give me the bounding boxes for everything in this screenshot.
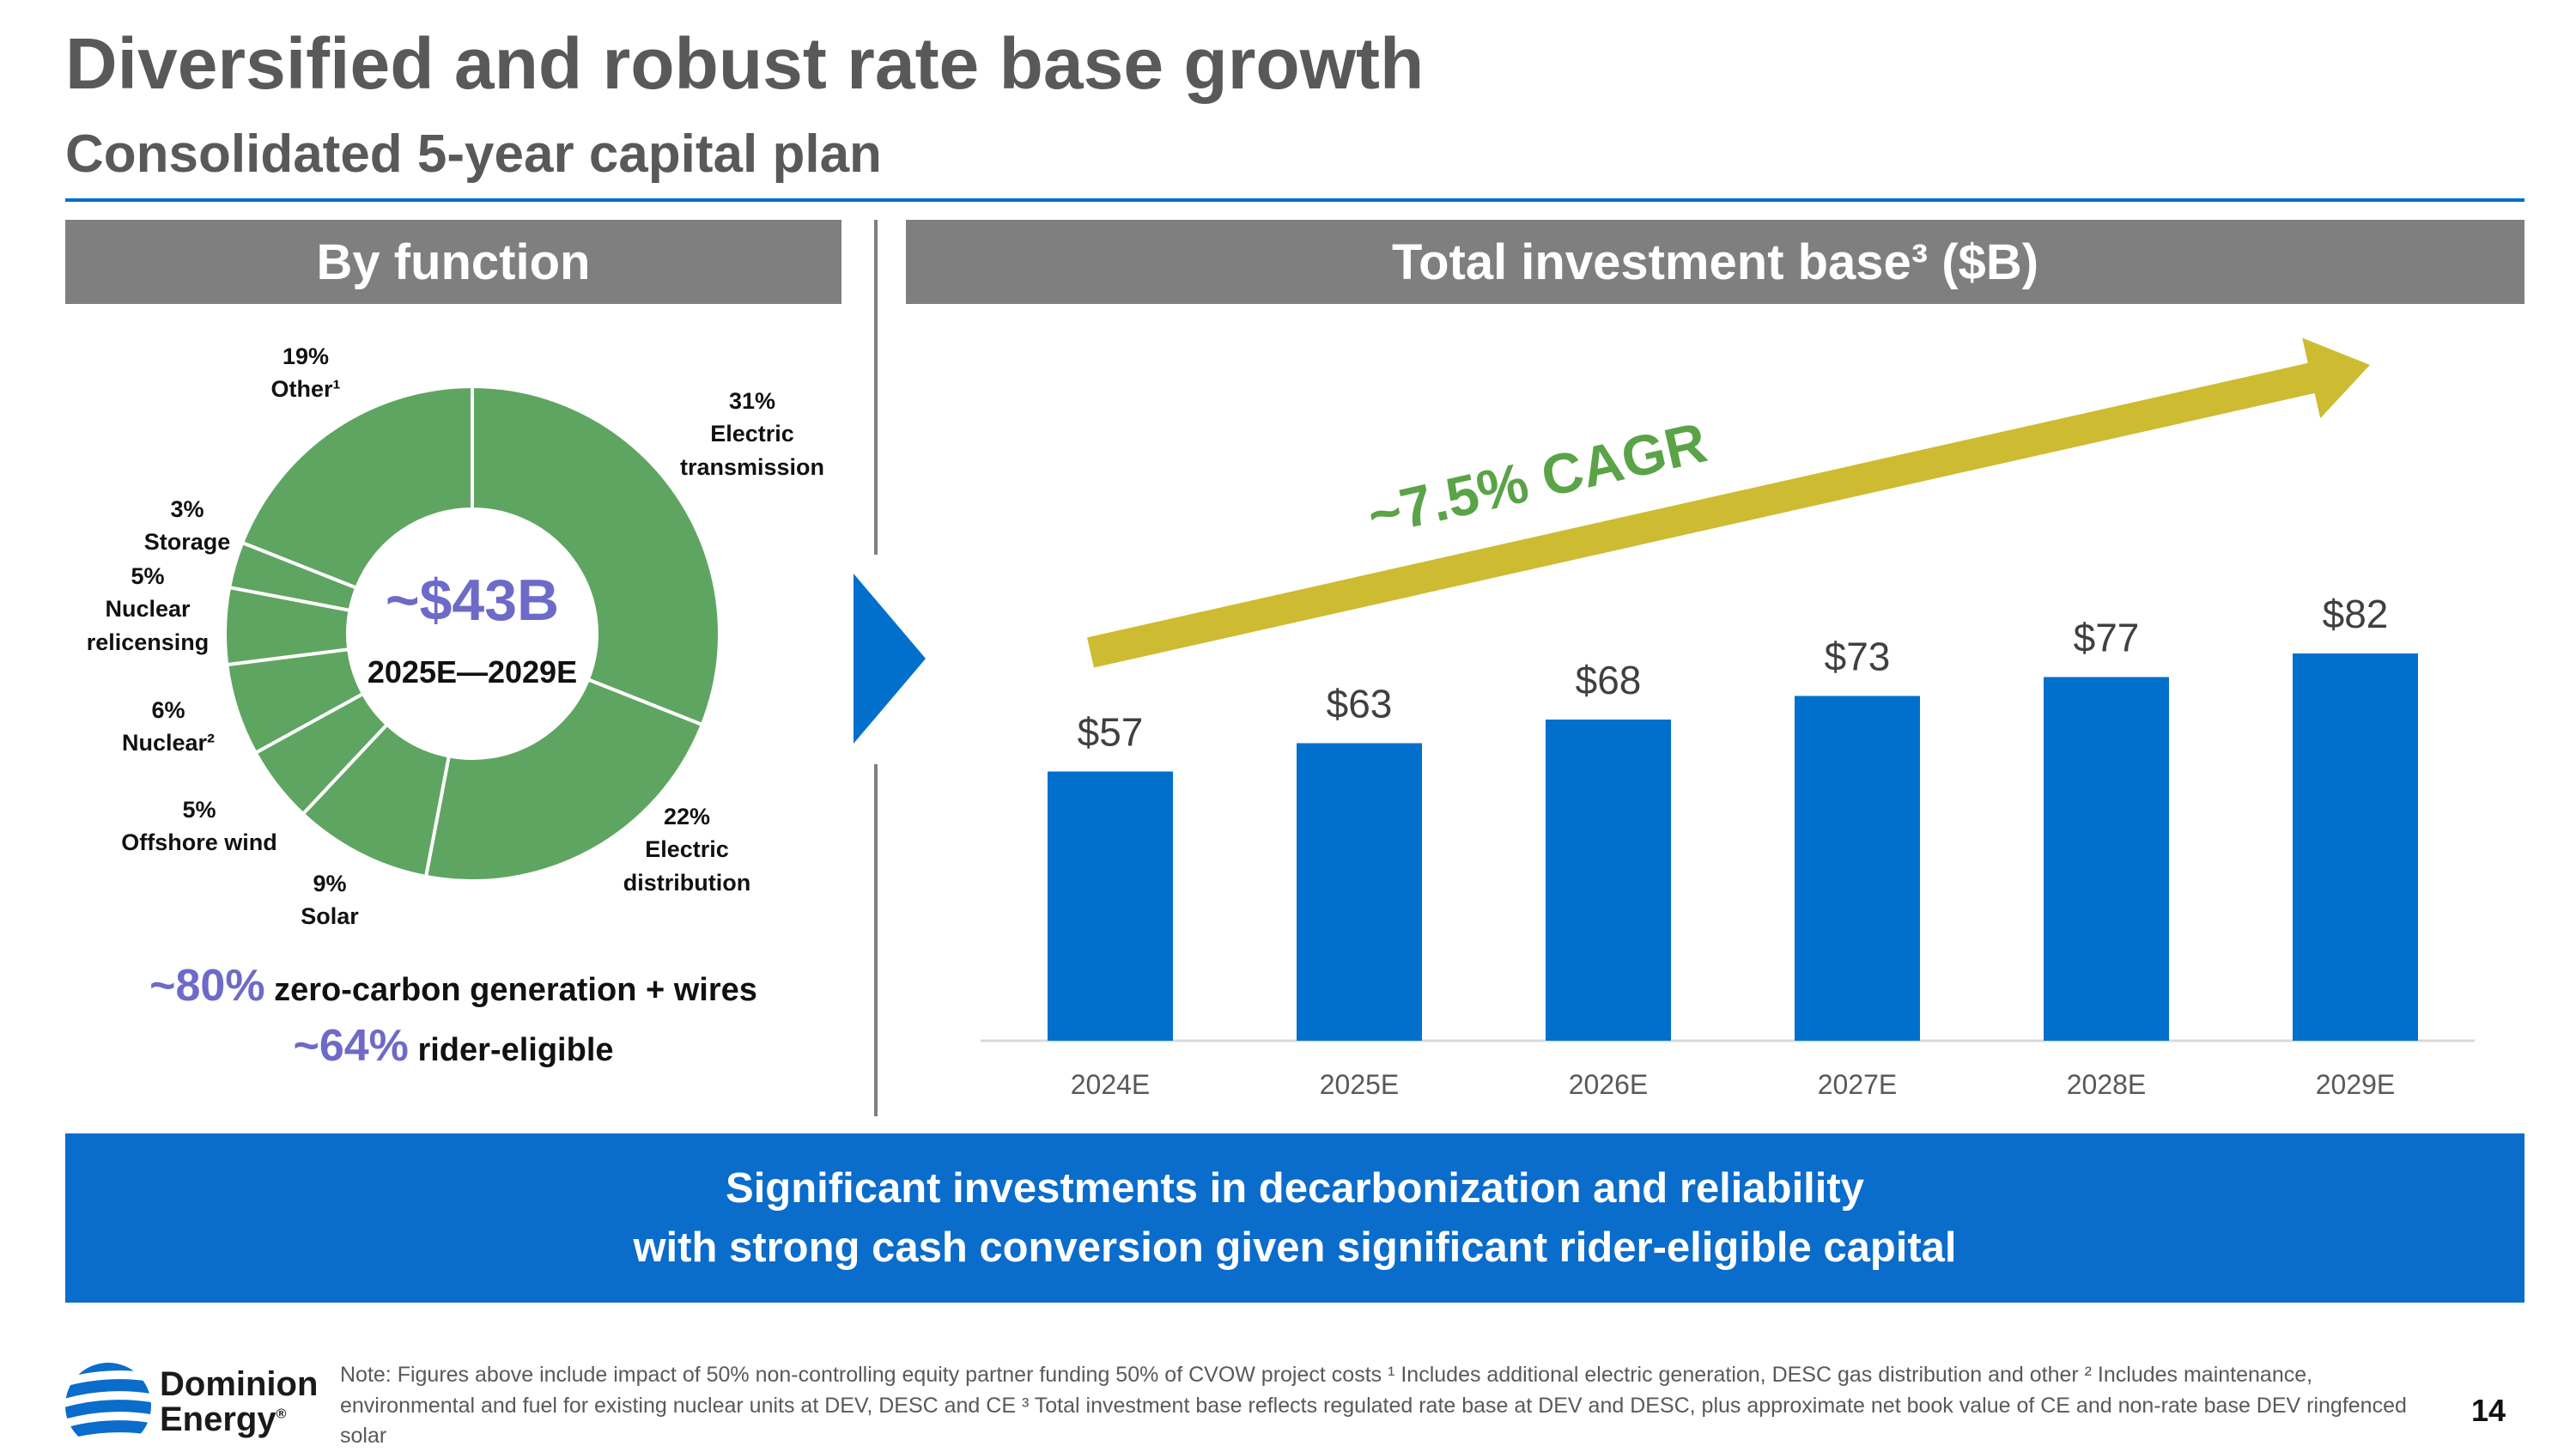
donut-slice-label: 3% Storage	[143, 496, 231, 556]
donut-slice-other	[240, 384, 474, 591]
logo-line-2: Energy®	[160, 1400, 318, 1438]
donut-slice-label: 6% Nuclear²	[121, 697, 216, 756]
title-divider	[65, 198, 2524, 202]
by-function-heading: By function	[65, 220, 841, 304]
bar-2025E	[1297, 743, 1422, 1041]
conclusion-banner: Significant investments in decarbonizati…	[65, 1133, 2524, 1303]
zero-carbon-percent: ~80%	[149, 961, 265, 1011]
donut-center-amount: ~$43B	[385, 568, 560, 633]
rider-eligible-percent: ~64%	[293, 1021, 409, 1071]
logo-line-1: Dominion	[160, 1365, 319, 1403]
bar-value-label: $77	[2074, 616, 2140, 660]
donut-center-years: 2025E—2029E	[367, 654, 578, 690]
donut-chart	[223, 384, 721, 884]
footnote: Note: Figures above include impact of 50…	[340, 1363, 2407, 1448]
zero-carbon-text: zero-carbon generation + wires	[264, 972, 757, 1008]
zero-carbon-stat: ~80% zero-carbon generation + wires	[65, 960, 841, 1012]
panel-divider-top	[874, 220, 878, 555]
bar-2027E	[1795, 696, 1920, 1041]
donut-slice-label: 19% Other¹	[270, 343, 341, 403]
investment-base-heading: Total investment base³ ($B)	[906, 220, 2524, 304]
bar-2026E	[1546, 720, 1671, 1041]
bar-2029E	[2293, 653, 2418, 1041]
x-tick-label: 2026E	[1569, 1069, 1649, 1100]
page-subtitle: Consolidated 5-year capital plan	[65, 125, 882, 184]
investment-bar-chart: ~7.5% CAGR$572024E$632025E$682026E$73202…	[981, 337, 2475, 1100]
bar-value-label: $73	[1825, 635, 1891, 679]
bar-value-label: $68	[1576, 658, 1642, 702]
page-title: Diversified and robust rate base growth	[65, 23, 1425, 104]
x-tick-label: 2024E	[1071, 1069, 1151, 1100]
registered-mark: ®	[276, 1406, 287, 1422]
donut-slice-electric-transmission	[471, 384, 721, 727]
x-tick-label: 2025E	[1320, 1069, 1400, 1100]
rider-eligible-text: rider-eligible	[408, 1032, 614, 1068]
panel-transition-arrow-icon	[854, 574, 926, 744]
donut-slice-label: 22% Electric distribution	[623, 804, 751, 896]
banner-line-1: Significant investments in decarbonizati…	[726, 1164, 1864, 1212]
bar-2024E	[1048, 771, 1173, 1041]
donut-slice-label: 5% Nuclear relicensing	[86, 563, 210, 655]
dominion-logo-icon	[65, 1363, 151, 1441]
panel-divider-bottom	[874, 764, 878, 1116]
bar-2028E	[2044, 677, 2169, 1041]
bar-value-label: $57	[1078, 710, 1144, 755]
rider-eligible-stat: ~64% rider-eligible	[65, 1020, 841, 1072]
logo-line-2-text: Energy	[160, 1400, 276, 1438]
donut-slice-label: 9% Solar	[301, 871, 359, 930]
bar-value-label: $82	[2323, 592, 2389, 636]
dominion-logo-text: Dominion Energy®	[160, 1367, 318, 1437]
x-tick-label: 2029E	[2316, 1069, 2396, 1100]
donut-slice-electric-distribution	[423, 677, 705, 884]
x-tick-label: 2028E	[2067, 1069, 2147, 1100]
page-number: 14	[2471, 1393, 2506, 1428]
bar-value-label: $63	[1327, 682, 1393, 726]
donut-slice-label: 5% Offshore wind	[121, 797, 277, 856]
x-tick-label: 2027E	[1818, 1069, 1898, 1100]
cagr-arrow-icon	[1087, 337, 2370, 668]
donut-slice-label: 31% Electric transmission	[679, 388, 825, 480]
banner-line-2: with strong cash conversion given signif…	[633, 1224, 1957, 1271]
